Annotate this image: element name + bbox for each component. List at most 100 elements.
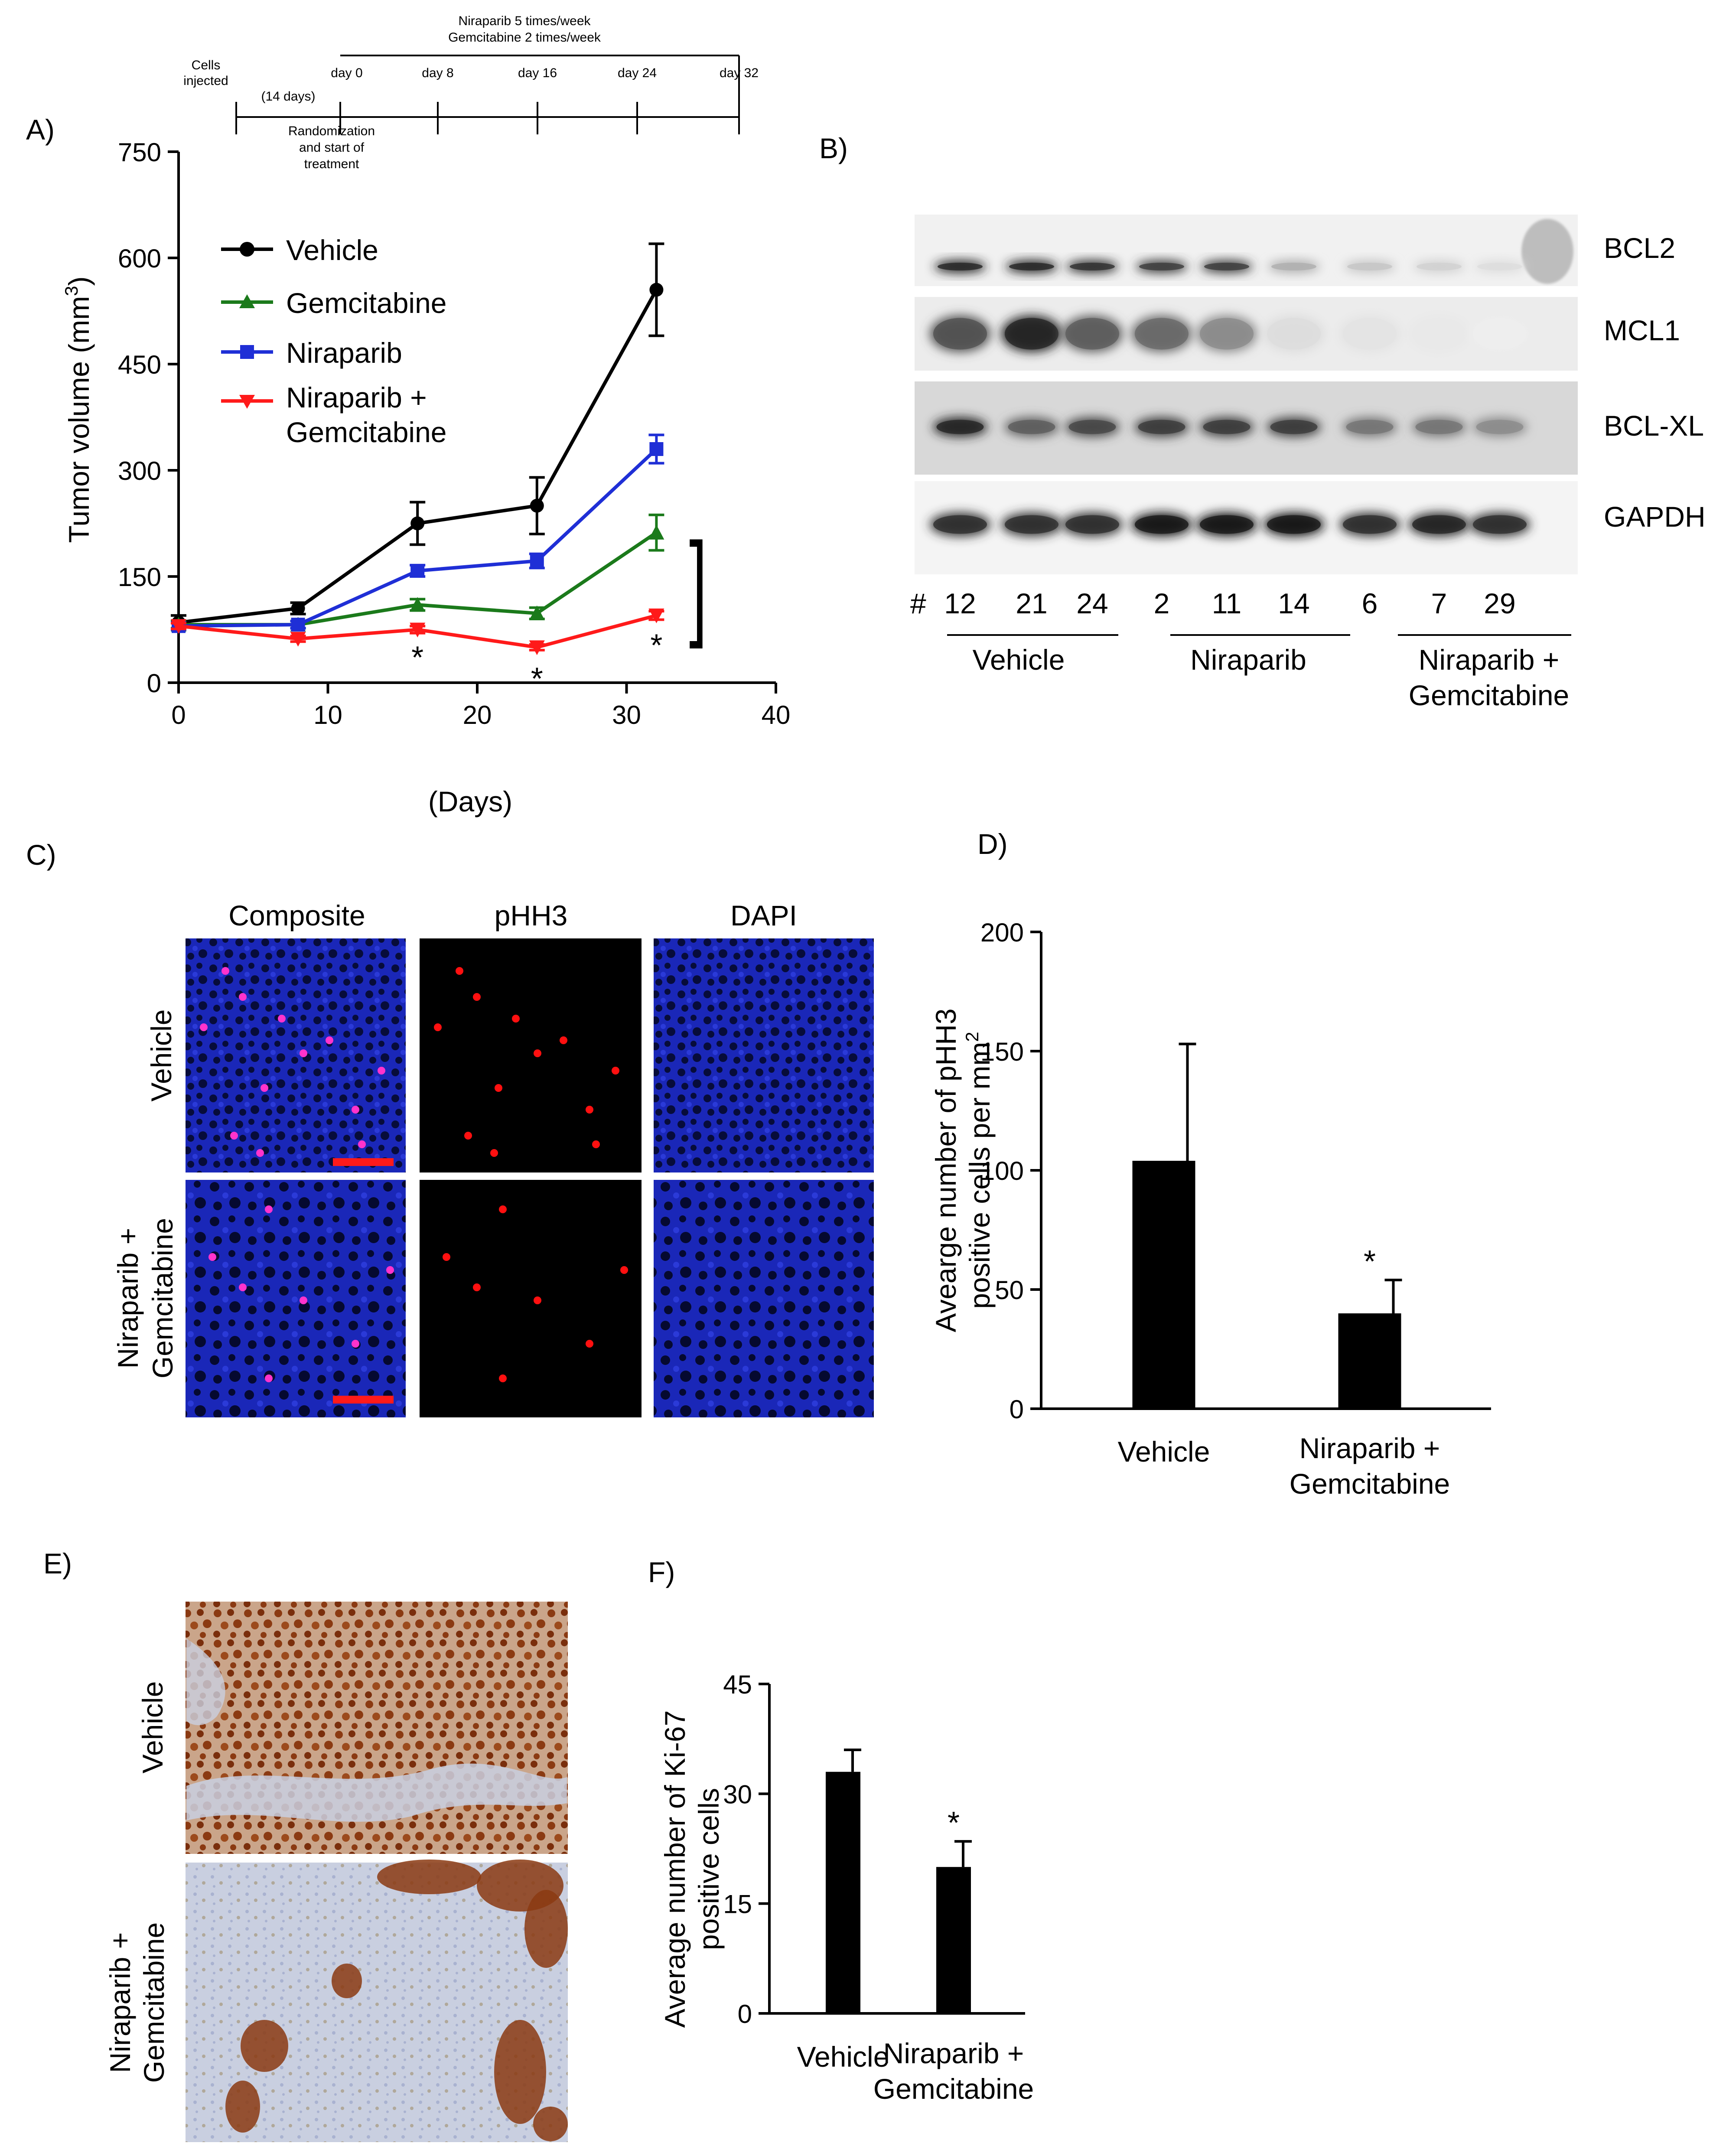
significance-star: * (650, 629, 662, 663)
timeline-randomization-2: and start of (299, 140, 365, 155)
composite-positive-cell (378, 1067, 385, 1075)
blot-band-core (1477, 263, 1522, 270)
significance-star: * (948, 1806, 960, 1840)
blot-group-combo-1: Niraparib + (1419, 644, 1560, 676)
if-column-dapi: DAPI (730, 899, 797, 931)
point-niraparib (410, 563, 425, 578)
if-positive-cells (200, 967, 628, 1382)
blot-bands (930, 260, 1530, 537)
y-tick-label-150: 150 (118, 563, 161, 592)
chart-d-ylabel-2-sup: 2 (962, 1032, 982, 1042)
timeline-day-8: day 8 (422, 66, 453, 80)
blot-band-core (938, 263, 983, 270)
timeline-header-2: Gemcitabine 2 times/week (448, 30, 601, 45)
blot-band-label-mcl1: MCL1 (1604, 314, 1680, 346)
phh3-positive-cell (443, 1253, 450, 1261)
y-tick-label-30: 30 (723, 1780, 752, 1809)
blot-band-core (1271, 263, 1316, 270)
blot-smear (1521, 219, 1573, 284)
blot-band-core (1138, 420, 1185, 434)
panel-label-f: F) (648, 1556, 675, 1588)
point-vehicle (410, 516, 425, 531)
blot-sample-24: 24 (1076, 587, 1108, 619)
point-niraparib (291, 618, 305, 632)
chart-d-ylabel-1: Avearge number of pHH3 (930, 1008, 962, 1332)
blot-band-core (1005, 318, 1058, 350)
blot-group-niraparib: Niraparib (1190, 644, 1306, 676)
y-tick-label-15: 15 (723, 1890, 752, 1919)
composite-positive-cell (326, 1036, 333, 1044)
blot-sample-numbers: 12 21 24 2 11 14 6 7 29 (944, 587, 1515, 619)
x-tick-label-10: 10 (313, 700, 342, 730)
chart-f-ylabel-1: Average number of Ki-67 (659, 1710, 691, 2028)
blot-band-core (1412, 318, 1466, 350)
composite-positive-cell (256, 1149, 264, 1157)
blot-sample-14: 14 (1278, 587, 1309, 619)
chart-d-ylabel-2-main: positive cells per mm (964, 1042, 996, 1309)
phh3-positive-cell (495, 1084, 502, 1092)
blot-band-label-bcl2: BCL2 (1604, 232, 1675, 264)
y-tick-label-150: 150 (980, 1037, 1024, 1066)
phh3-positive-cell (560, 1036, 567, 1044)
composite-positive-cell (352, 1340, 359, 1348)
blot-band-core (1473, 515, 1527, 534)
point-niraparib-gemcitabine (529, 640, 545, 655)
blot-group-combo-2: Gemcitabine (1409, 679, 1570, 711)
y-tick-label-600: 600 (118, 244, 161, 273)
blot-band-core (1065, 515, 1119, 534)
point-vehicle (649, 283, 664, 297)
ki67-positive-cluster (225, 2081, 260, 2133)
phh3-positive-cell (499, 1205, 507, 1213)
legend-label-combo-2: Gemcitabine (286, 416, 447, 448)
immunofluorescence-panel: Composite pHH3 DAPI Vehicle Niraparib + … (112, 899, 874, 1417)
chart-a-legend: Vehicle Gemcitabine Niraparib Niraparib … (221, 234, 447, 448)
ki67-ihc-panel: Vehicle Niraparib + Gemcitabine (104, 1602, 568, 2142)
significance-star: * (411, 641, 423, 675)
x-tick-label-30: 30 (612, 700, 641, 730)
blot-sample-21: 21 (1016, 587, 1047, 619)
legend-label-gemcitabine: Gemcitabine (286, 287, 447, 319)
timeline-randomization-3: treatment (304, 157, 359, 171)
composite-positive-cell (300, 1049, 307, 1057)
ihc-row-combo-2: Gemcitabine (138, 1922, 170, 2083)
category-label-combo-1: Niraparib + (883, 2037, 1024, 2069)
ki67-positive-cluster (533, 2107, 568, 2141)
ihc-stroma-region (186, 1638, 225, 1725)
composite-positive-cell (265, 1205, 273, 1213)
y-tick-label-45: 45 (723, 1670, 752, 1699)
legend-label-niraparib: Niraparib (286, 337, 402, 369)
blot-band-core (1135, 318, 1189, 350)
if-combo-phh3 (420, 1180, 642, 1417)
panel-label-d: D) (977, 828, 1008, 860)
timeline-randomization-1: Randomization (288, 124, 375, 138)
phh3-positive-cell (592, 1140, 600, 1148)
blot-band-core (1343, 515, 1397, 534)
panel-label-c: C) (26, 839, 56, 871)
legend-marker-combo (239, 395, 255, 409)
if-row-vehicle: Vehicle (145, 1010, 177, 1102)
x-tick-label-20: 20 (463, 700, 492, 730)
phh3-positive-cell (464, 1132, 472, 1140)
blot-band-core (933, 515, 987, 534)
blot-band-core (1417, 263, 1462, 270)
y-axis-label-close: ) (63, 277, 95, 286)
phh3-positive-cell (620, 1266, 628, 1274)
blot-sample-7: 7 (1431, 587, 1447, 619)
chart-a-bracket: ] (689, 519, 707, 649)
if-column-phh3: pHH3 (495, 899, 568, 931)
point-vehicle (530, 498, 544, 513)
blot-sample-6: 6 (1362, 587, 1378, 619)
if-combo-composite (186, 1180, 406, 1417)
blot-band-core (1473, 318, 1527, 350)
legend-marker-niraparib (240, 345, 254, 359)
blot-band-core (1204, 263, 1249, 270)
ihc-stroma-band (186, 1763, 567, 1822)
blot-band-label-gapdh: GAPDH (1604, 501, 1706, 533)
y-axis-label-main: Tumor volume (mm (63, 296, 95, 543)
blot-band-core (1005, 515, 1058, 534)
y-tick-label-0: 0 (1010, 1395, 1024, 1424)
blot-band-core (1200, 515, 1254, 534)
blot-sample-11: 11 (1212, 587, 1242, 619)
y-axis-label: Tumor volume (mm3) (61, 277, 95, 543)
composite-positive-cell (200, 1023, 208, 1031)
